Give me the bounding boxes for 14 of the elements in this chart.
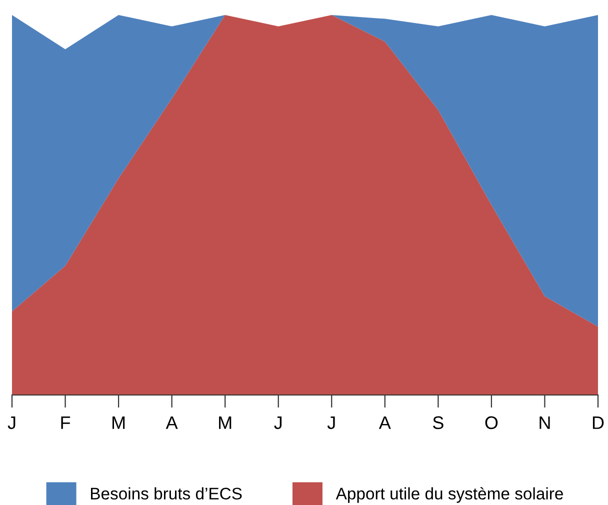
x-tick-label: A bbox=[166, 416, 178, 429]
x-tick-label: J bbox=[274, 416, 282, 430]
x-tick-label: O bbox=[485, 416, 498, 430]
x-tick-label: J bbox=[8, 416, 16, 430]
x-tick-label: J bbox=[327, 416, 335, 430]
x-tick-label: N bbox=[540, 416, 550, 429]
x-tick-label: M bbox=[219, 416, 232, 429]
x-tick-label: D bbox=[592, 416, 604, 429]
x-tick-label: S bbox=[432, 416, 444, 430]
x-tick-label: M bbox=[112, 416, 125, 429]
x-tick-label: F bbox=[61, 416, 70, 429]
legend-label: Besoins bruts d’ECS bbox=[91, 487, 242, 500]
legend-label: Apport utile du système solaire bbox=[336, 487, 563, 503]
x-tick-label: A bbox=[378, 416, 391, 429]
